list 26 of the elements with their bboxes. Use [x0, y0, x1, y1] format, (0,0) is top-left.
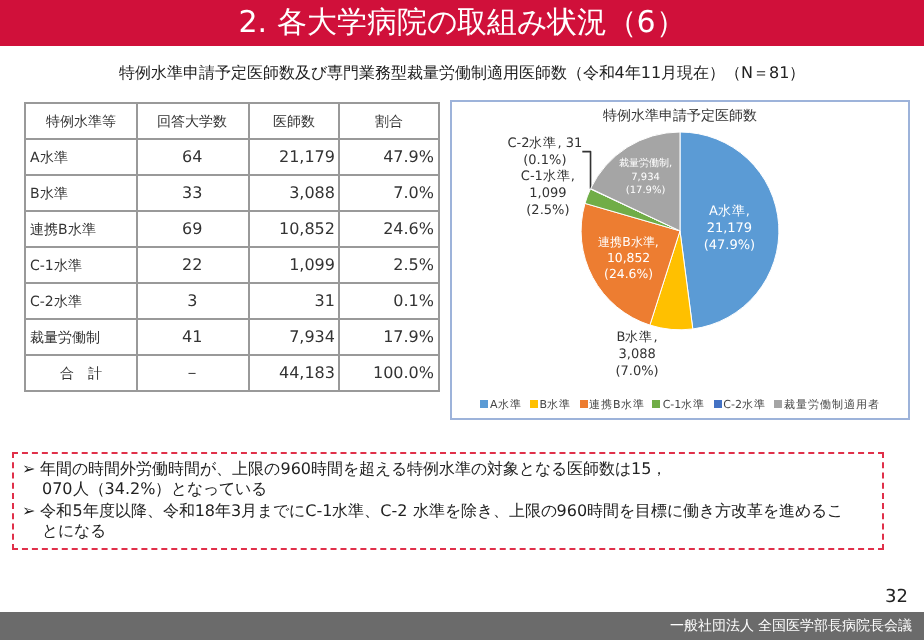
- data-label: 69: [136, 211, 248, 247]
- data-label: 24.6%: [339, 211, 439, 247]
- data-label: 22: [136, 247, 248, 283]
- data-label: 7,934: [248, 319, 340, 355]
- data-label: 7.0%: [339, 175, 439, 211]
- text: ➢ 年間の時間外労働時間が、上限の960時間を超える特例水準の対象となる医師数は15，070人（34.2%）となっている: [22, 460, 670, 500]
- text: 2. 各大学病院の取組み状況（6）: [0, 0, 924, 46]
- data-label: 33: [136, 175, 248, 211]
- data-label: 31: [248, 283, 340, 319]
- data-label: 1,099: [248, 247, 340, 283]
- data-label: 44,183: [248, 355, 340, 391]
- text: ➢ 令和5年度以降、令和18年3月までにC-1水準、C-2 水準を除き、上限の960時間を目標に働き方改革を進めることになる: [22, 502, 846, 542]
- data-label: 10,852: [248, 211, 340, 247]
- data-label: 3,088: [248, 175, 340, 211]
- data-label: 41: [136, 319, 248, 355]
- data-label: 0.1%: [339, 283, 439, 319]
- text: 32: [885, 588, 908, 608]
- data-label: －: [136, 355, 248, 391]
- data-label: 21,179: [248, 139, 340, 175]
- data-label: 64: [136, 139, 248, 175]
- data-label: 47.9%: [339, 139, 439, 175]
- data-label: 2.5%: [339, 247, 439, 283]
- data-label: 3: [136, 283, 248, 319]
- text: 特例水準申請予定医師数及び専門業務型裁量労働制適用医師数（令和4年11月現在）（N＝81）: [116, 62, 808, 84]
- data-label: 17.9%: [339, 319, 439, 355]
- data-label: 100.0%: [339, 355, 439, 391]
